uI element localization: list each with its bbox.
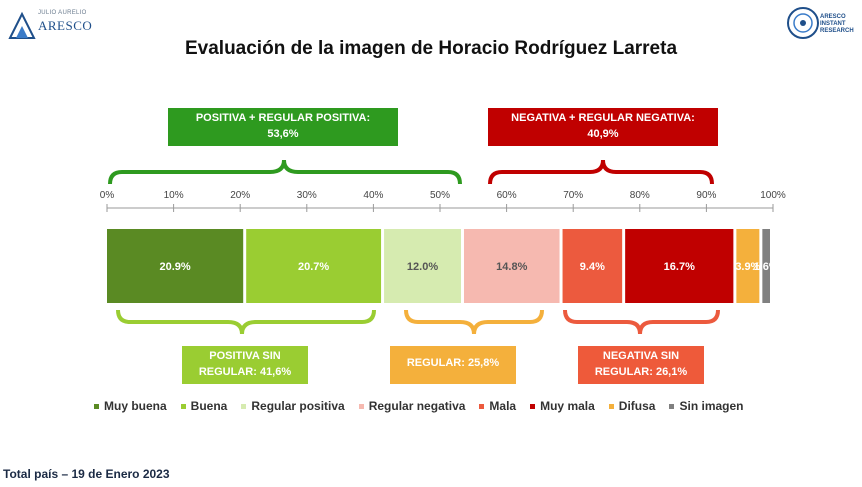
bar-segment-buena [246, 229, 382, 303]
bar-segment-muy-buena [107, 229, 244, 303]
x-tick-label: 40% [363, 190, 383, 201]
bar-label: 9.4% [580, 261, 605, 273]
x-tick-label: 20% [230, 190, 250, 201]
bar-segment-muy-mala [625, 229, 734, 303]
legend-swatch [358, 403, 364, 409]
negative-total-label: NEGATIVA + REGULAR NEGATIVA: [511, 112, 695, 124]
bar-segment-difusa [736, 229, 760, 303]
aresco-instant-research-logo: ARESCO INSTANT RESEARCH [786, 6, 856, 46]
page-title: Evaluación de la imagen de Horacio Rodrí… [184, 38, 678, 59]
positive-no-regular-value: REGULAR: 41,6% [198, 366, 292, 378]
legend-item: Buena [180, 399, 228, 413]
x-tick-label: 60% [497, 190, 517, 201]
x-tick-label: 70% [563, 190, 583, 201]
legend-label: Regular positiva [251, 399, 345, 413]
legend-label: Buena [190, 399, 228, 413]
x-tick-label: 50% [430, 190, 450, 201]
legend-swatch [669, 403, 675, 409]
regular-value: REGULAR: 25,8% [406, 357, 500, 369]
regular-bottom-brace [404, 309, 544, 335]
bar-segment-regular-positiva [384, 229, 461, 303]
legend-item: Difusa [608, 399, 656, 413]
x-tick-label: 30% [297, 190, 317, 201]
legend-label: Regular negativa [368, 399, 466, 413]
logo-subtitle: JULIO AURELIO [38, 10, 87, 16]
x-tick-label: 0% [100, 190, 115, 201]
negative-total-box: NEGATIVA + REGULAR NEGATIVA: 40,9% [488, 108, 718, 146]
positive-total-box: POSITIVA + REGULAR POSITIVA: 53,6% [168, 108, 398, 146]
bar-segment-sin-imagen [762, 229, 770, 303]
x-tick-label: 100% [760, 190, 786, 201]
legend-swatch [94, 403, 99, 409]
globe-logo-icon [787, 7, 819, 39]
negative-top-brace [488, 159, 714, 185]
legend-swatch [608, 403, 614, 409]
aresco-logo: JULIO AURELIO ARESCO [8, 8, 92, 42]
legend-label: Muy buena [104, 399, 167, 413]
legend-item: Regular negativa [358, 399, 466, 413]
x-tick-label: 80% [630, 190, 650, 201]
x-tick-label: 10% [164, 190, 184, 201]
legend-swatch [241, 403, 247, 409]
legend-swatch [479, 403, 485, 409]
negative-total-value: 40,9% [587, 128, 619, 140]
bar-label: 14.8% [496, 261, 527, 273]
bar-segment-regular-negativa [463, 229, 560, 303]
triangle-logo-icon [8, 11, 36, 39]
legend-item: Sin imagen [669, 399, 744, 413]
legend-swatch [180, 403, 186, 409]
legend-label: Difusa [618, 399, 656, 413]
bar-label: 3.9% [735, 261, 760, 273]
logo-right-line-2: INSTANT [820, 21, 846, 27]
bar-label: 1.6% [754, 261, 779, 273]
bar-label: 12.0% [407, 261, 438, 273]
positive-total-value: 53,6% [267, 128, 299, 140]
regular-box: REGULAR: 25,8% [390, 346, 516, 384]
logo-right-line-1: ARESCO [820, 14, 846, 20]
legend-item: Muy buena [94, 399, 167, 413]
negative-no-regular-value: REGULAR: 26,1% [594, 366, 688, 378]
bar-label: 16.7% [664, 261, 695, 273]
bar-label: 20.7% [298, 261, 329, 273]
negative-no-regular-box: NEGATIVA SIN REGULAR: 26,1% [578, 346, 704, 384]
positive-no-regular-box: POSITIVA SIN REGULAR: 41,6% [182, 346, 308, 384]
legend-item: Muy mala [530, 399, 595, 413]
bar-label: 20.9% [159, 261, 190, 273]
legend-label: Muy mala [540, 399, 595, 413]
footer-note: Total país – 19 de Enero 2023 [3, 467, 170, 481]
positive-bottom-brace [116, 309, 376, 335]
positive-top-brace [108, 159, 462, 185]
legend-item: Mala [479, 399, 516, 413]
legend-item: Regular positiva [241, 399, 345, 413]
logo-right-line-3: RESEARCH [820, 28, 854, 34]
legend-label: Sin imagen [679, 399, 744, 413]
legend-label: Mala [489, 399, 517, 413]
chart-legend: Muy buena Buena Regular positiva Regular ne… [94, 399, 794, 413]
legend-swatch [530, 403, 536, 409]
x-tick-label: 90% [696, 190, 716, 201]
positive-total-label: POSITIVA + REGULAR POSITIVA: [195, 112, 371, 124]
positive-no-regular-label: POSITIVA SIN [209, 350, 281, 362]
negative-bottom-brace [563, 309, 720, 335]
negative-no-regular-label: NEGATIVA SIN [602, 350, 680, 362]
bar-segment-mala [562, 229, 623, 303]
logo-text: ARESCO [38, 18, 93, 33]
